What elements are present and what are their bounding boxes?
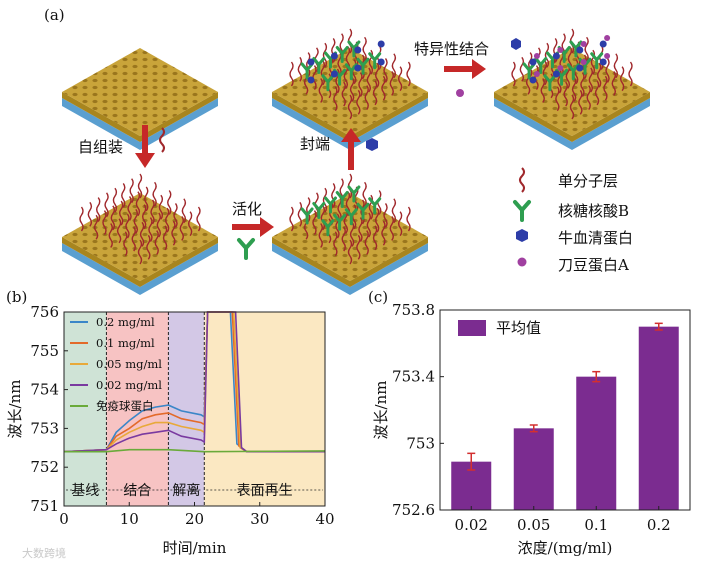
hexagon-icon <box>511 38 521 50</box>
hexagon-icon <box>366 138 378 151</box>
bar <box>513 428 554 510</box>
antibody-y-icon <box>237 238 255 260</box>
substrate-bound <box>494 28 650 150</box>
region-2 <box>168 312 205 506</box>
arrow-right-binding <box>444 59 486 79</box>
series-line <box>63 311 325 453</box>
legend-swatch <box>458 320 486 336</box>
substrate-bare <box>62 48 218 150</box>
substrate-activated <box>272 173 428 295</box>
legend-label: 0.02 mg/ml <box>96 378 162 392</box>
label-blocking: 封端 <box>300 135 331 153</box>
legend-label: 0.1 mg/ml <box>96 336 155 350</box>
watermark: 大数跨境 <box>22 547 66 560</box>
series-line <box>63 311 325 453</box>
x-tick-label: 30 <box>250 510 269 528</box>
region-3 <box>204 312 325 506</box>
panel-c-tag: (c) <box>368 288 389 306</box>
arrow-up-blocking <box>341 128 361 170</box>
series-line <box>63 311 325 453</box>
x-axis-label: 浓度/(mg/ml) <box>518 539 613 557</box>
wavy-line-icon <box>519 167 525 193</box>
x-tick-label: 0.02 <box>455 516 488 534</box>
dot-icon <box>456 89 464 97</box>
y-tick-label: 752 <box>30 458 59 476</box>
wavy-line-icon <box>159 127 165 153</box>
label-activation: 活化 <box>232 200 263 218</box>
x-tick-label: 20 <box>185 510 204 528</box>
legend-bsa: 牛血清蛋白 <box>558 229 634 247</box>
x-tick-label: 0.1 <box>584 516 608 534</box>
y-tick-label: 756 <box>30 303 59 321</box>
substrate-monolayer <box>62 173 218 295</box>
x-tick-label: 0.05 <box>517 516 550 534</box>
x-tick-label: 0.2 <box>647 516 671 534</box>
arrow-down <box>135 125 155 168</box>
legend-cona: 刀豆蛋白A <box>558 256 629 274</box>
region-label: 基线 <box>71 482 99 499</box>
label-specific-binding: 特异性结合 <box>414 40 490 58</box>
y-tick-label: 754 <box>30 381 59 399</box>
x-tick-label: 0 <box>59 510 69 528</box>
region-label: 表面再生 <box>237 483 293 499</box>
y-axis-label: 波长/nm <box>372 381 390 440</box>
bar <box>576 376 617 510</box>
region-label: 解离 <box>172 482 200 499</box>
region-0 <box>64 312 107 506</box>
panel-a-tag: (a) <box>44 6 65 24</box>
y-tick-label: 751 <box>30 497 59 515</box>
region-label: 结合 <box>123 483 151 499</box>
y-axis-label: 波长/nm <box>6 380 24 439</box>
y-tick-label: 753.8 <box>392 301 435 319</box>
legend-label: 0.2 mg/ml <box>96 315 155 329</box>
legend-ribonuclease: 核糖核酸B <box>558 202 630 220</box>
region-1 <box>106 312 169 506</box>
series-line <box>63 311 325 453</box>
legend-label: 免疫球蛋白 <box>96 399 154 413</box>
series-line <box>64 448 326 453</box>
substrate-blocked <box>272 28 428 150</box>
x-axis-label: 时间/min <box>163 539 227 557</box>
label-self-assembly: 自组装 <box>78 138 124 156</box>
antibody-y-icon <box>513 200 531 222</box>
hexagon-icon <box>516 229 528 242</box>
dot-icon <box>517 257 527 267</box>
y-tick-label: 752.6 <box>392 501 435 519</box>
y-tick-label: 753 <box>406 434 435 452</box>
x-tick-label: 10 <box>120 510 139 528</box>
legend-monolayer: 单分子层 <box>558 172 619 190</box>
arrow-right-activation <box>232 217 274 237</box>
x-tick-label: 40 <box>315 510 334 528</box>
legend-label: 0.05 mg/ml <box>96 357 162 371</box>
y-tick-label: 755 <box>30 342 59 360</box>
bar <box>638 326 679 510</box>
plot-frame <box>439 309 691 511</box>
y-tick-label: 753.4 <box>392 368 435 386</box>
panel-b-tag: (b) <box>6 288 28 306</box>
legend-label: 平均值 <box>496 319 541 337</box>
y-tick-label: 753 <box>30 419 59 437</box>
